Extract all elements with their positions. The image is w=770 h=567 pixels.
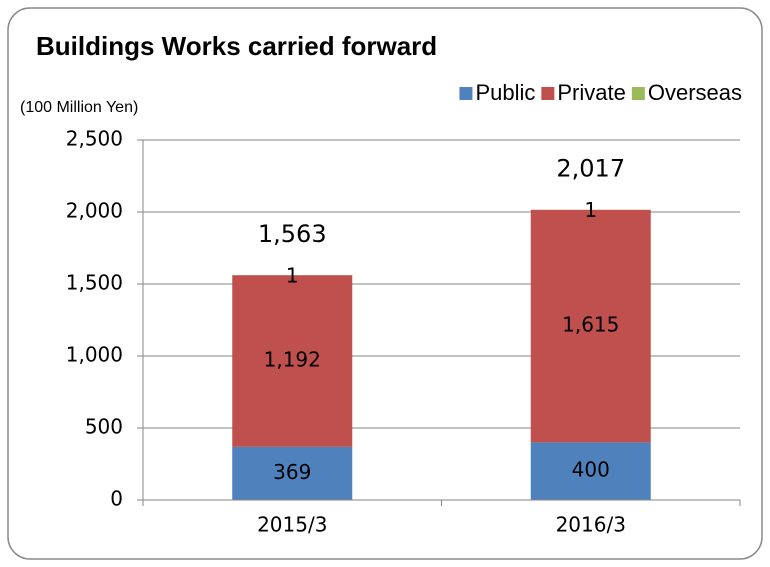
x-tick-label: 2016/3 — [556, 513, 626, 537]
legend-swatch — [459, 87, 473, 100]
chart-title: Buildings Works carried forward — [36, 31, 437, 61]
bar-segment — [530, 442, 651, 500]
y-tick-label: 1,000 — [66, 343, 123, 367]
data-label: 400 — [572, 458, 610, 482]
y-tick-label: 1,500 — [66, 271, 123, 295]
bar-segment — [232, 275, 353, 447]
bar-segment — [530, 209, 651, 443]
data-label: 369 — [273, 460, 311, 484]
data-label: 1,192 — [264, 348, 321, 372]
y-tick-label: 2,000 — [66, 199, 123, 223]
y-tick-label: 2,500 — [66, 127, 123, 151]
total-label: 2,017 — [556, 155, 625, 183]
x-tick-label: 2015/3 — [257, 513, 327, 537]
legend-swatch — [631, 87, 645, 100]
y-tick-label: 500 — [85, 415, 123, 439]
total-label: 1,563 — [258, 220, 327, 248]
legend-label: Overseas — [648, 80, 742, 105]
data-label: 1,615 — [562, 313, 619, 337]
legend-label: Public — [475, 80, 535, 105]
data-label: 1 — [584, 198, 597, 222]
y-tick-label: 0 — [110, 487, 123, 511]
y-axis-label: (100 Million Yen) — [20, 99, 138, 116]
data-label: 1 — [286, 264, 299, 288]
bar-segment — [232, 446, 353, 500]
legend-label: Private — [557, 80, 625, 105]
legend-swatch — [541, 87, 555, 100]
